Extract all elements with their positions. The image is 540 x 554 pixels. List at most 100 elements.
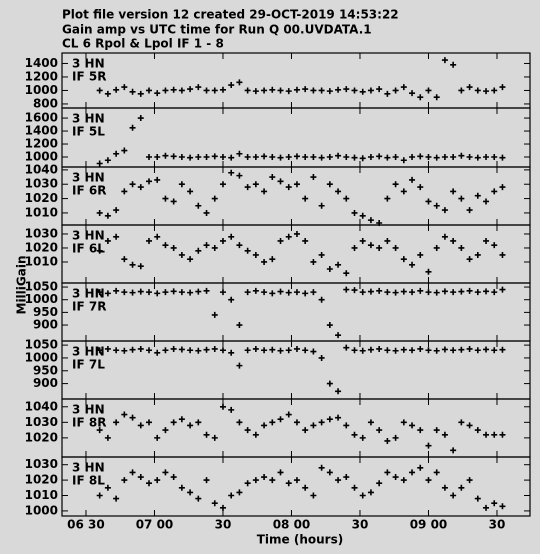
data-point bbox=[433, 244, 440, 251]
data-point bbox=[145, 154, 152, 161]
data-point bbox=[113, 495, 120, 502]
y-tick-label: 1040 bbox=[25, 399, 58, 413]
data-point bbox=[195, 347, 202, 354]
data-point bbox=[104, 290, 111, 297]
data-point bbox=[491, 500, 498, 507]
data-point bbox=[203, 346, 210, 353]
data-point bbox=[269, 346, 276, 353]
data-point bbox=[252, 431, 259, 438]
y-tick-label: 1030 bbox=[25, 415, 58, 429]
y-tick-label: 950 bbox=[33, 305, 58, 319]
data-point bbox=[450, 61, 457, 68]
data-point bbox=[400, 256, 407, 263]
y-tick-label: 1050 bbox=[25, 280, 58, 294]
data-point bbox=[228, 169, 235, 176]
data-point bbox=[178, 484, 185, 491]
panel-if: IF 7L bbox=[72, 358, 105, 372]
data-point bbox=[293, 477, 300, 484]
y-tick-label: 1050 bbox=[25, 338, 58, 352]
data-point bbox=[252, 88, 259, 95]
data-point bbox=[96, 427, 103, 434]
panel-if: IF 5R bbox=[72, 70, 106, 84]
data-point bbox=[285, 88, 292, 95]
data-point bbox=[392, 87, 399, 94]
data-point bbox=[433, 94, 440, 101]
data-point bbox=[433, 289, 440, 296]
data-point bbox=[277, 288, 284, 295]
data-point bbox=[178, 181, 185, 188]
y-tick-label: 900 bbox=[33, 376, 58, 390]
data-point bbox=[351, 244, 358, 251]
y-tick-label: 800 bbox=[33, 96, 58, 110]
data-point bbox=[302, 154, 309, 161]
data-point bbox=[178, 346, 185, 353]
data-point bbox=[441, 288, 448, 295]
data-point bbox=[121, 147, 128, 154]
data-point bbox=[129, 469, 136, 476]
data-point bbox=[417, 427, 424, 434]
panel-antenna: 3 HN bbox=[72, 461, 105, 475]
data-point bbox=[285, 411, 292, 418]
data-point bbox=[129, 88, 136, 95]
data-point bbox=[129, 261, 136, 268]
data-point bbox=[104, 212, 111, 219]
x-axis-label: Time (hours) bbox=[257, 533, 343, 547]
data-point bbox=[326, 154, 333, 161]
data-point bbox=[400, 288, 407, 295]
data-point bbox=[425, 198, 432, 205]
data-point bbox=[425, 477, 432, 484]
data-point bbox=[400, 346, 407, 353]
data-point bbox=[400, 419, 407, 426]
data-point bbox=[129, 124, 136, 131]
data-point bbox=[244, 289, 251, 296]
data-point bbox=[96, 289, 103, 296]
data-point bbox=[384, 195, 391, 202]
y-tick-label: 1600 bbox=[25, 111, 58, 125]
data-point bbox=[187, 289, 194, 296]
data-point bbox=[285, 154, 292, 161]
data-point bbox=[121, 188, 128, 195]
data-point bbox=[326, 322, 333, 329]
data-point bbox=[187, 489, 194, 496]
data-point bbox=[113, 207, 120, 214]
data-point bbox=[474, 289, 481, 296]
data-point bbox=[450, 347, 457, 354]
data-point bbox=[483, 431, 490, 438]
y-tick-label: 1000 bbox=[25, 292, 58, 306]
data-point bbox=[154, 176, 161, 183]
data-point bbox=[228, 82, 235, 89]
data-point bbox=[343, 270, 350, 277]
data-point bbox=[187, 422, 194, 429]
panel-if: IF 6L bbox=[72, 242, 105, 256]
data-point bbox=[318, 154, 325, 161]
data-point bbox=[277, 154, 284, 161]
data-point bbox=[236, 242, 243, 249]
data-point bbox=[359, 492, 366, 499]
data-point bbox=[310, 289, 317, 296]
data-point bbox=[269, 477, 276, 484]
data-point bbox=[335, 188, 342, 195]
data-point bbox=[450, 154, 457, 161]
data-point bbox=[170, 198, 177, 205]
data-point bbox=[458, 244, 465, 251]
data-point bbox=[195, 202, 202, 209]
data-point bbox=[113, 233, 120, 240]
data-point bbox=[104, 237, 111, 244]
data-point bbox=[499, 84, 506, 91]
data-point bbox=[351, 347, 358, 354]
data-point bbox=[178, 87, 185, 94]
data-point bbox=[326, 469, 333, 476]
y-tick-label: 1200 bbox=[25, 137, 58, 151]
y-tick-label: 1020 bbox=[25, 473, 58, 487]
data-point bbox=[145, 87, 152, 94]
data-point bbox=[376, 480, 383, 487]
data-point bbox=[441, 233, 448, 240]
data-point bbox=[409, 347, 416, 354]
data-point bbox=[450, 492, 457, 499]
data-point bbox=[384, 90, 391, 97]
data-point bbox=[228, 492, 235, 499]
data-point bbox=[236, 362, 243, 369]
data-point bbox=[359, 347, 366, 354]
data-point bbox=[261, 347, 268, 354]
